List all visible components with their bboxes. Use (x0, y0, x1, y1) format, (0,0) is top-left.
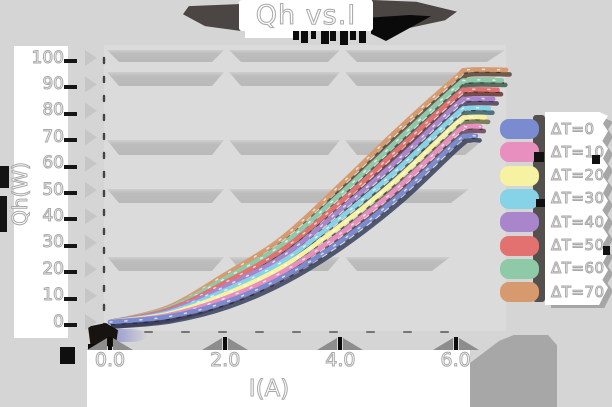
x-tick-mark (317, 337, 364, 350)
y-tick-mark (64, 217, 77, 222)
y-tick-mark (64, 85, 77, 90)
y-tick-label: 80 (42, 100, 65, 121)
legend-accent-mark (536, 199, 545, 207)
y-tick-label: 50 (42, 179, 65, 200)
legend-swatch (500, 258, 539, 279)
x-tick-label: 0.0 (94, 349, 126, 372)
y-tick-mark (64, 164, 77, 169)
legend-label: ΔT=20 (551, 166, 605, 185)
series-glint-ΔT=10 (109, 125, 482, 323)
series-glint-ΔT=60 (109, 79, 503, 323)
y-axis-title: Qh(W) (8, 162, 33, 227)
y-tick-label: 40 (42, 205, 65, 226)
y-tick-label: 30 (42, 232, 65, 253)
legend-accent-mark (603, 246, 610, 255)
title-glitch-tick (330, 31, 336, 41)
gridline-band-segment (107, 50, 224, 62)
title-glitch-tick (301, 31, 308, 43)
y-tick-label: 70 (42, 126, 65, 147)
series-edge-ΔT=70 (110, 70, 509, 326)
title-underline (245, 31, 297, 38)
legend-label: ΔT=10 (551, 142, 605, 161)
legend-swatch (500, 188, 539, 209)
legend-swatch (500, 212, 539, 233)
series-depth-ΔT=0 (111, 137, 482, 329)
title-glitch-tick (321, 31, 329, 44)
y-tick-mark (64, 243, 77, 248)
series-glint-ΔT=30 (109, 106, 490, 323)
x-tick-mark (87, 337, 133, 350)
legend-panel (545, 112, 608, 305)
gridline-band-segment (107, 72, 224, 86)
y-tick-label: 10 (42, 285, 65, 306)
y-axis-title-shadow (0, 166, 9, 188)
origin-glow-decoration (112, 329, 148, 342)
legend-accent-mark (592, 155, 600, 164)
y-axis-panel (14, 46, 68, 338)
legend-label: ΔT=40 (551, 212, 605, 231)
title-glitch-tick (340, 31, 348, 45)
series-edge-ΔT=0 (110, 137, 479, 326)
gridline-band-segment (229, 72, 340, 86)
gridline-band-segment (345, 50, 505, 62)
series-line-ΔT=0 (107, 133, 479, 325)
series-glint-ΔT=50 (109, 88, 499, 323)
x-tick-mark (202, 337, 249, 350)
chart-title: Qh vs.I (255, 0, 357, 32)
y-tick-mark (64, 270, 77, 275)
x-tick-mark (432, 337, 479, 350)
gridline-band-segment (229, 189, 340, 203)
legend-label: ΔT=0 (551, 119, 595, 138)
title-glitch-tick (311, 31, 316, 39)
x-tick-label: 2.0 (210, 349, 241, 372)
title-glitch-tick (359, 31, 366, 43)
y-tick-mark (64, 296, 77, 301)
legend-swatch (500, 235, 539, 256)
legend-accent-mark (534, 152, 544, 162)
x-axis-panel (87, 350, 470, 407)
title-glitch-tick (350, 31, 356, 40)
gridline-band-segment (229, 50, 340, 62)
y-tick-label: 0 (53, 311, 65, 332)
legend-swatch (500, 119, 539, 139)
x-axis-title: I(A) (248, 376, 290, 403)
series-line-ΔT=50 (107, 86, 500, 325)
gridline-band-segment (345, 257, 450, 271)
gridline-band-segment (229, 140, 340, 155)
series-edge-ΔT=60 (110, 81, 505, 326)
y-tick-mark (64, 138, 77, 143)
y-tick-label: 90 (42, 73, 65, 94)
y-tick-mark (64, 191, 77, 195)
legend-label: ΔT=60 (551, 259, 605, 278)
legend-swatch (500, 165, 539, 186)
x-tick-label: 6.0 (440, 349, 471, 372)
y-tick-label: 100 (31, 47, 64, 68)
legend-swatch (500, 142, 539, 163)
y-tick-mark (64, 111, 77, 116)
y-tick-mark (64, 323, 77, 327)
gridline-band-segment (107, 140, 224, 155)
y-tick-mark (64, 59, 77, 63)
origin-shadow-chip (60, 347, 75, 364)
series-line-ΔT=20 (107, 114, 487, 325)
legend-label: ΔT=70 (551, 282, 605, 301)
gridline-band-segment (107, 189, 224, 203)
gridline-band-segment (107, 257, 224, 271)
legend-label: ΔT=30 (551, 189, 605, 208)
y-tick-label: 20 (42, 258, 65, 279)
legend-swatch (500, 282, 539, 303)
y-axis-title-shadow (0, 196, 7, 232)
series-line-ΔT=30 (107, 105, 492, 325)
title-box (239, 0, 373, 31)
y-tick-label: 60 (42, 153, 65, 174)
x-tick-label: 4.0 (325, 349, 356, 372)
legend-label: ΔT=50 (551, 236, 605, 255)
title-glitch-tick (293, 31, 299, 40)
